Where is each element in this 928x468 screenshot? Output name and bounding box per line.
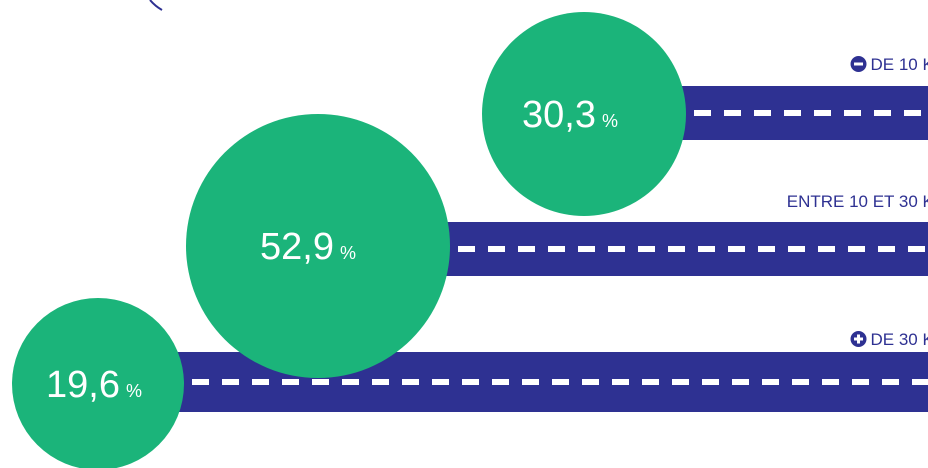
road-dash bbox=[912, 379, 928, 385]
value-label: 52,9% bbox=[260, 226, 356, 268]
value-number: 19,6 bbox=[46, 364, 120, 406]
value-circle bbox=[12, 298, 184, 468]
road-dash bbox=[792, 379, 809, 385]
value-label: 19,6% bbox=[46, 364, 142, 406]
road-dash bbox=[822, 379, 839, 385]
value-circles: 30,3 %52,9 %19,6% bbox=[12, 12, 686, 468]
road-dash bbox=[904, 110, 921, 116]
value-circle bbox=[482, 12, 686, 216]
road-dash bbox=[222, 379, 239, 385]
road-dash bbox=[814, 110, 831, 116]
road-dash bbox=[878, 246, 895, 252]
road-dash bbox=[612, 379, 629, 385]
road-dash bbox=[728, 246, 745, 252]
road-dash bbox=[908, 246, 925, 252]
road-dash bbox=[724, 110, 741, 116]
road-dash bbox=[312, 379, 329, 385]
road-dash bbox=[672, 379, 689, 385]
value-unit: % bbox=[340, 243, 356, 263]
road-dash bbox=[252, 379, 269, 385]
road-dash bbox=[488, 246, 505, 252]
road-dash bbox=[548, 246, 565, 252]
road-dash bbox=[582, 379, 599, 385]
value-unit: % bbox=[602, 111, 618, 131]
road-dash bbox=[702, 379, 719, 385]
value-number: 30,3 bbox=[522, 94, 596, 136]
road-dash bbox=[552, 379, 569, 385]
road-dash bbox=[522, 379, 539, 385]
value-unit: % bbox=[126, 381, 142, 401]
road-dash bbox=[608, 246, 625, 252]
road-dash bbox=[758, 246, 775, 252]
road-dash bbox=[518, 246, 535, 252]
road-dash bbox=[462, 379, 479, 385]
road-dash bbox=[874, 110, 891, 116]
road-dash bbox=[578, 246, 595, 252]
road-dash bbox=[732, 379, 749, 385]
category-labels: DE 10 KM ENTRE 10 ET 30 KM DE 30 KM bbox=[787, 55, 928, 349]
road-dash bbox=[642, 379, 659, 385]
chart-rows: 30,3%52,9%19,6%DE 10 KMENTRE 10 ET 30 KM… bbox=[12, 12, 928, 468]
road-dash bbox=[668, 246, 685, 252]
road-dash bbox=[762, 379, 779, 385]
minus-circle-icon bbox=[850, 56, 867, 72]
decorative-arc bbox=[149, 0, 163, 11]
road-dash bbox=[852, 379, 869, 385]
category-label: DE 30 KM bbox=[871, 330, 928, 349]
road-dash bbox=[698, 246, 715, 252]
road-dash bbox=[844, 110, 861, 116]
road-dash bbox=[372, 379, 389, 385]
road-dash bbox=[458, 246, 475, 252]
value-circle bbox=[186, 114, 450, 378]
road-dash bbox=[192, 379, 209, 385]
road-dash bbox=[694, 110, 711, 116]
road-dash bbox=[402, 379, 419, 385]
value-number: 52,9 bbox=[260, 226, 334, 268]
road-bar bbox=[390, 222, 928, 276]
road-dash bbox=[492, 379, 509, 385]
road-dash bbox=[342, 379, 359, 385]
roads bbox=[145, 86, 928, 412]
category-label: ENTRE 10 ET 30 KM bbox=[787, 192, 928, 211]
road-dash bbox=[432, 379, 449, 385]
road-dash bbox=[638, 246, 655, 252]
road-dash bbox=[784, 110, 801, 116]
plus-circle-icon bbox=[850, 331, 867, 347]
value-label: 30,3% bbox=[522, 94, 618, 136]
road-dash bbox=[788, 246, 805, 252]
road-dash bbox=[848, 246, 865, 252]
road-dash bbox=[818, 246, 835, 252]
road-dash bbox=[882, 379, 899, 385]
category-label: DE 10 KM bbox=[871, 55, 928, 74]
road-dash bbox=[282, 379, 299, 385]
road-dash bbox=[754, 110, 771, 116]
